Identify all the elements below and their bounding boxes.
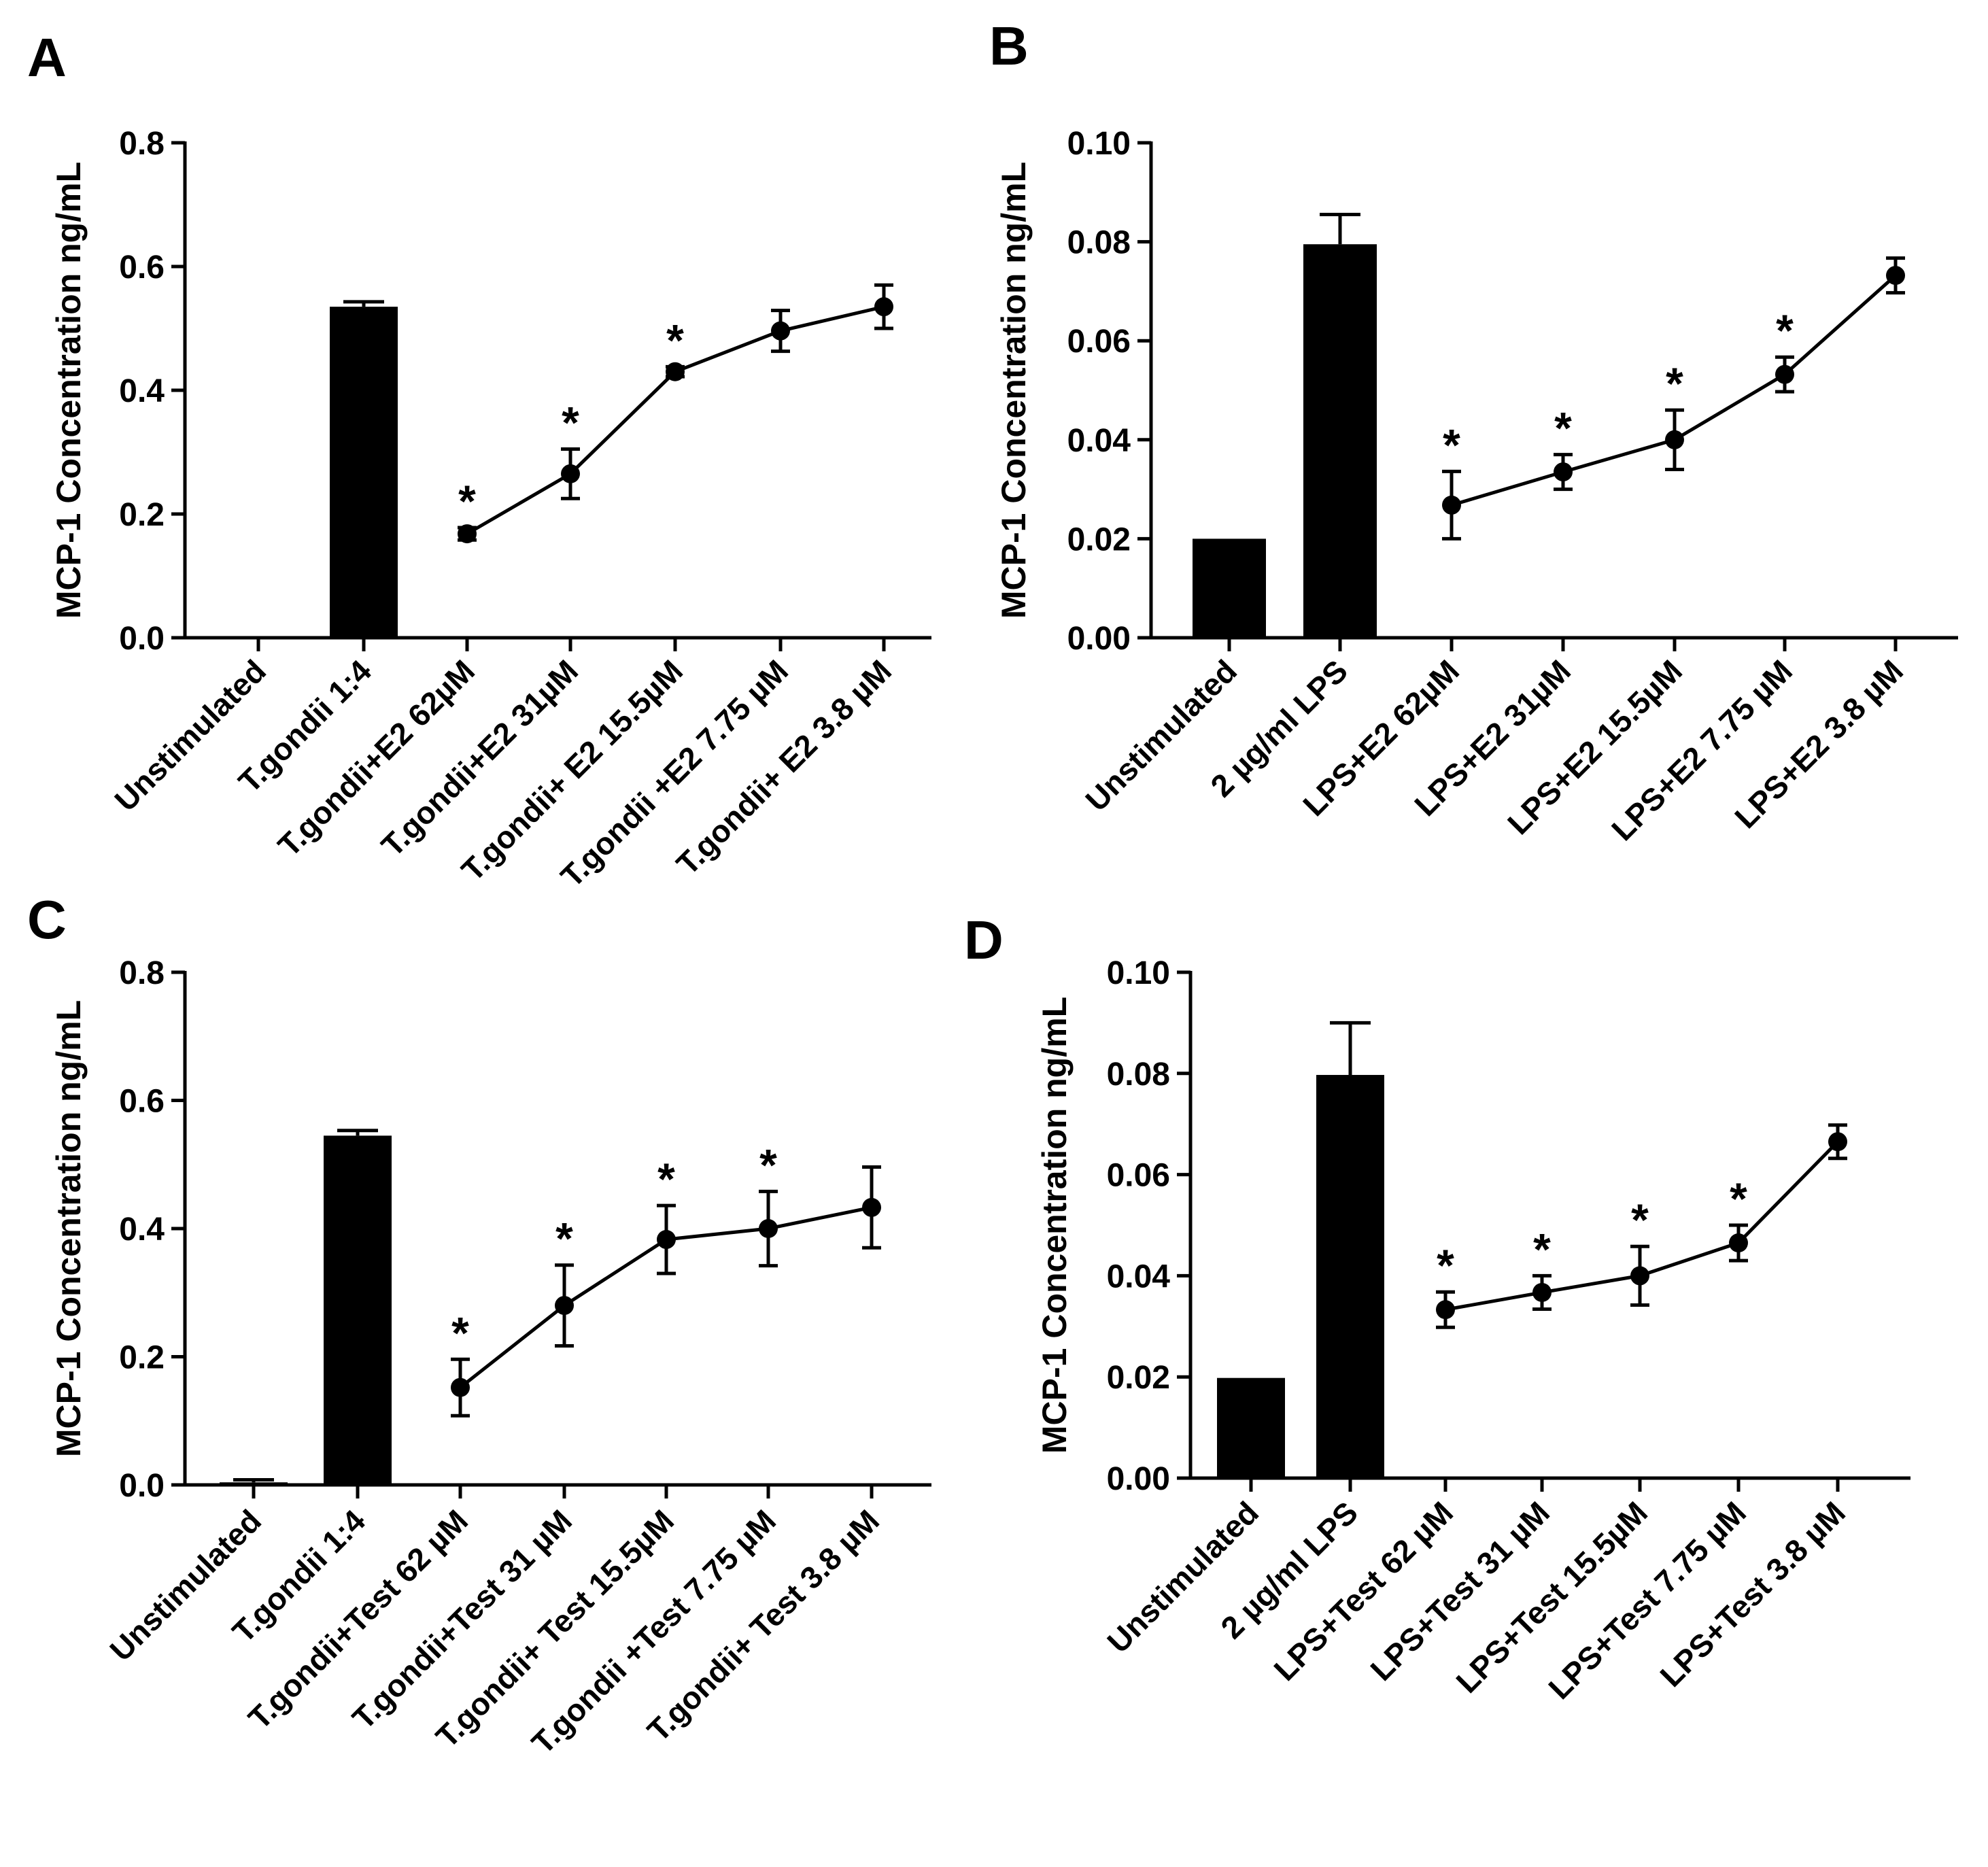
bar (324, 1135, 392, 1485)
significance-marker: * (1533, 1224, 1551, 1274)
data-point (1630, 1266, 1649, 1286)
y-tick-label: 0.6 (119, 1084, 165, 1120)
y-tick-label: 0.00 (1067, 621, 1131, 657)
significance-marker: * (555, 1214, 573, 1264)
data-point (458, 524, 477, 544)
y-tick-label: 0.08 (1067, 225, 1131, 261)
data-point (771, 321, 790, 341)
significance-marker: * (1631, 1195, 1649, 1245)
y-tick-label: 0.8 (119, 126, 165, 162)
significance-marker: * (1437, 1240, 1454, 1290)
bar (1217, 1377, 1285, 1478)
bar (1316, 1075, 1384, 1478)
y-tick-label: 0.2 (119, 497, 165, 533)
bar (330, 307, 398, 638)
significance-marker: * (451, 1307, 469, 1358)
data-point (1828, 1132, 1847, 1152)
significance-marker: * (1554, 403, 1572, 453)
significance-marker: * (1730, 1174, 1747, 1224)
data-point (666, 362, 685, 381)
bar (1303, 244, 1377, 638)
data-point (1436, 1300, 1455, 1320)
data-point (1729, 1233, 1748, 1253)
y-tick-label: 0.0 (119, 1468, 165, 1504)
y-tick-label: 0.10 (1067, 126, 1131, 162)
y-tick-label: 0.04 (1107, 1258, 1171, 1295)
panel-letter: D (964, 910, 1004, 970)
data-point (657, 1230, 676, 1250)
y-tick-label: 0.8 (119, 955, 165, 991)
y-tick-label: 0.06 (1107, 1158, 1170, 1194)
data-point (759, 1219, 778, 1238)
y-tick-label: 0.2 (119, 1340, 165, 1376)
significance-marker: * (458, 476, 476, 526)
y-tick-label: 0.6 (119, 250, 165, 286)
data-point (561, 464, 580, 483)
significance-marker: * (657, 1154, 675, 1204)
significance-marker: * (759, 1140, 777, 1190)
significance-marker: * (1776, 305, 1794, 356)
y-tick-label: 0.04 (1067, 423, 1131, 459)
data-point (862, 1197, 881, 1217)
y-tick-label: 0.10 (1107, 955, 1170, 991)
significance-marker: * (562, 397, 579, 447)
significance-marker: * (1666, 358, 1683, 409)
y-axis-title: MCP-1 Concentration ng/mL (995, 162, 1033, 619)
y-tick-label: 0.02 (1107, 1360, 1170, 1396)
panel-letter: C (27, 889, 67, 950)
data-point (1442, 495, 1461, 515)
bar (1193, 538, 1266, 638)
y-tick-label: 0.08 (1107, 1057, 1170, 1093)
data-point (451, 1377, 470, 1397)
y-tick-label: 0.00 (1107, 1461, 1170, 1497)
y-tick-label: 0.4 (119, 373, 165, 409)
data-point (874, 297, 893, 317)
significance-marker: * (666, 315, 684, 365)
data-point (1775, 364, 1794, 384)
y-axis-title: MCP-1 Concentration ng/mL (1035, 997, 1074, 1454)
panel-letter: A (27, 27, 67, 88)
data-point (1886, 266, 1905, 286)
significance-marker: * (1443, 419, 1460, 470)
bar (220, 1482, 288, 1485)
y-tick-label: 0.4 (119, 1212, 165, 1248)
panel-letter: B (989, 16, 1029, 76)
data-point (1554, 462, 1573, 482)
y-axis-title: MCP-1 Concentration ng/mL (50, 162, 88, 619)
y-axis-title: MCP-1 Concentration ng/mL (50, 1000, 88, 1457)
y-tick-label: 0.06 (1067, 324, 1131, 360)
data-point (555, 1296, 574, 1316)
y-tick-label: 0.02 (1067, 521, 1131, 558)
data-point (1532, 1282, 1552, 1302)
data-point (1665, 430, 1684, 449)
y-tick-label: 0.0 (119, 621, 165, 657)
